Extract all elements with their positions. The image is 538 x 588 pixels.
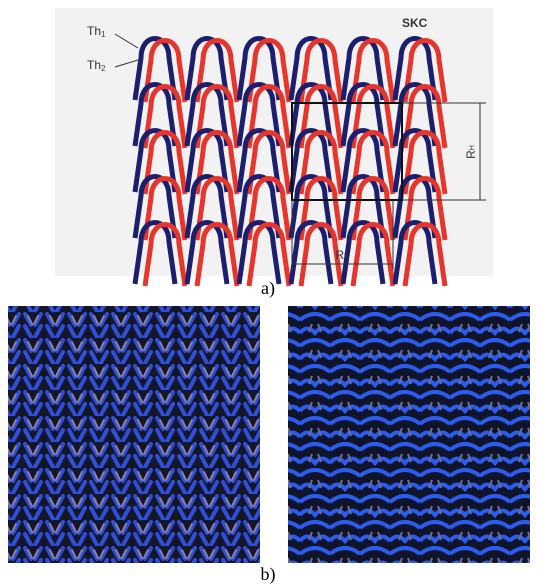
- skc-label: SKC: [402, 16, 428, 30]
- caption-a: a): [261, 278, 275, 299]
- caption-b: b): [261, 564, 276, 585]
- page: Th1 Th2 SKC RH RB a) b): [0, 0, 538, 588]
- photo-left: [8, 306, 260, 563]
- photo-right: [288, 306, 530, 563]
- figure: Th1 Th2 SKC RH RB a) b): [0, 0, 538, 588]
